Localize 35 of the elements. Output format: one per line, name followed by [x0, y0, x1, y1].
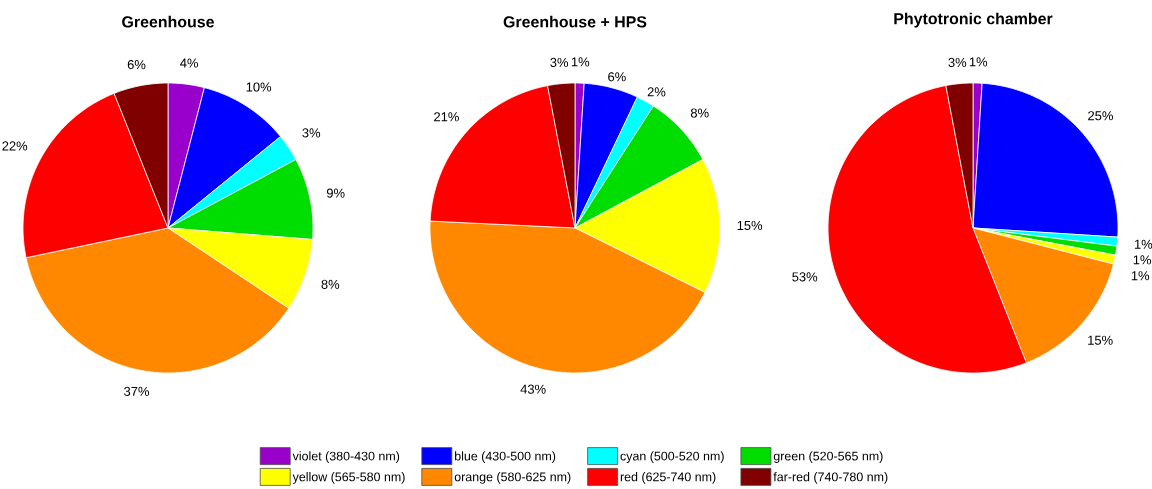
data-label: 10% — [246, 82, 272, 92]
data-label: 1% — [969, 57, 988, 67]
data-label: 1% — [571, 57, 590, 67]
data-label: 3% — [948, 57, 967, 68]
legend-label: green (520-565 nm) — [773, 451, 883, 463]
data-label: 8% — [690, 108, 709, 118]
data-label: 3% — [550, 57, 569, 68]
data-label: 1% — [1134, 239, 1152, 249]
chart-title: Greenhouse — [122, 15, 214, 28]
data-label: 9% — [326, 188, 345, 198]
data-label: 25% — [1088, 111, 1113, 121]
data-label: 53% — [792, 272, 818, 282]
chart-title: Greenhouse + HPS — [503, 15, 647, 28]
data-label: 1% — [1131, 271, 1150, 281]
data-label: 4% — [180, 58, 199, 68]
legend-label: far-red (740-780 nm) — [773, 472, 888, 484]
data-label: 21% — [434, 112, 459, 122]
legend-label: yellow (565-580 nm) — [292, 472, 405, 484]
legend-label: violet (380-430 nm) — [292, 451, 400, 463]
legend-label: blue (430-500 nm) — [455, 451, 556, 463]
data-label: 6% — [127, 60, 146, 70]
data-label: 15% — [1088, 335, 1113, 345]
data-label: 2% — [647, 87, 666, 97]
data-label: 15% — [737, 220, 763, 231]
data-label: 1% — [1133, 255, 1151, 265]
chart-title: Phytotronic chamber — [894, 12, 1053, 28]
legend-label: orange (580-625 nm) — [454, 472, 571, 484]
data-label: 37% — [124, 386, 149, 396]
data-label: 8% — [321, 279, 340, 289]
data-label: 43% — [520, 384, 546, 394]
legend-label: cyan (500-520 nm) — [620, 451, 724, 463]
data-label: 6% — [608, 72, 626, 82]
data-label: 3% — [302, 128, 321, 138]
data-label: 22% — [2, 141, 28, 151]
legend-label: red (625-740 nm) — [620, 472, 716, 484]
